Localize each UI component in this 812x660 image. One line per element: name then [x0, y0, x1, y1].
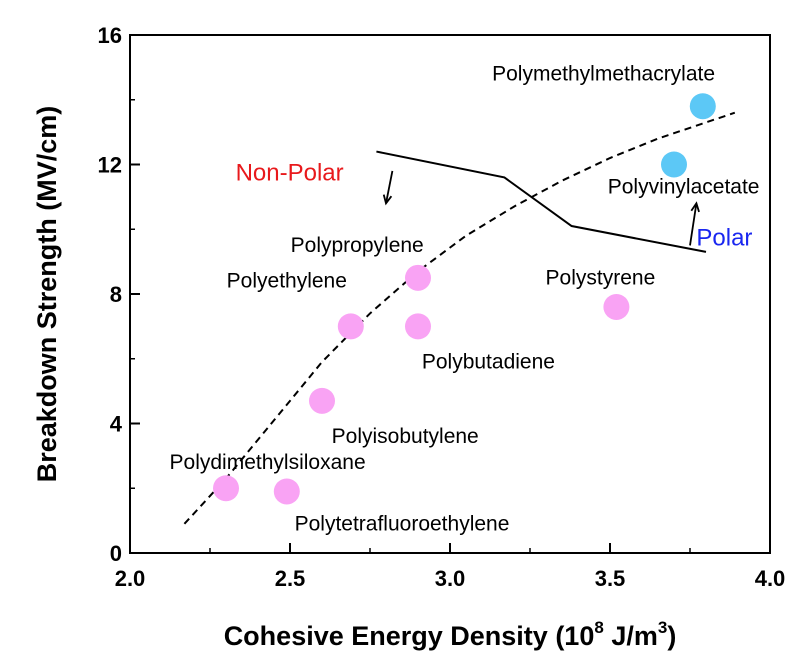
- point-label-polybutadiene: Polybutadiene: [422, 350, 555, 373]
- tick-labels: 2.0 2.5 3.0 3.5 4.0 0 4 8 12 16: [98, 23, 786, 591]
- point-label-polystyrene: Polystyrene: [546, 266, 656, 289]
- x-tick-label-3-5: 3.5: [595, 566, 626, 591]
- x-axis-title-open: (10: [555, 621, 594, 651]
- point-polytetrafluoroethylene: [273, 478, 300, 505]
- point-polybutadiene: [405, 313, 431, 340]
- x-axis-title-mid: J/m: [604, 621, 658, 651]
- x-axis-title: Cohesive Energy Density (108 J/m3): [224, 618, 677, 651]
- x-axis-title-main: Cohesive Energy Density: [224, 621, 556, 651]
- polar-boundary-line: [376, 150, 707, 253]
- x-tick-label-2-5: 2.5: [275, 566, 306, 591]
- point-polyisobutylene: [309, 387, 335, 414]
- y-tick-label-8: 8: [110, 282, 122, 307]
- point-polystyrene: [603, 293, 630, 320]
- non-polar-arrow: [385, 170, 394, 204]
- point-label-polytetrafluoroethylene: Polytetrafluoroethylene: [295, 512, 510, 535]
- polar-arrow: [689, 203, 698, 246]
- non-polar-label: Non-Polar: [236, 160, 344, 187]
- point-polypropylene: [405, 264, 431, 291]
- trend-line: [183, 111, 736, 525]
- x-tick-label-3-0: 3.0: [435, 566, 466, 591]
- point-label-polyvinylacetate: Polyvinylacetate: [608, 176, 760, 199]
- point-labels: Polymethylmethacrylate Polyvinylacetate Po…: [170, 62, 760, 535]
- x-axis-title-exp1: 8: [594, 618, 603, 637]
- lines: [183, 111, 736, 525]
- x-axis-title-exp2: 3: [658, 618, 667, 637]
- x-tick-label-4-0: 4.0: [755, 566, 786, 591]
- data-points: [213, 93, 716, 505]
- point-polymethylmethacrylate: [689, 93, 716, 120]
- point-label-polyethylene: Polyethylene: [227, 270, 347, 293]
- point-label-polypropylene: Polypropylene: [291, 234, 424, 257]
- annotations: Non-Polar Polar: [236, 160, 753, 252]
- y-tick-label-16: 16: [98, 23, 122, 48]
- y-tick-label-4: 4: [110, 412, 123, 437]
- point-polyvinylacetate: [661, 151, 687, 178]
- point-polyethylene: [337, 313, 364, 340]
- y-tick-label-12: 12: [98, 153, 122, 178]
- x-axis-title-close: ): [667, 621, 676, 651]
- y-tick-label-0: 0: [110, 541, 122, 566]
- tick-marks: [129, 34, 771, 554]
- point-label-polymethylmethacrylate: Polymethylmethacrylate: [492, 62, 715, 85]
- non-polar-arrow-head: [382, 194, 393, 206]
- point-label-polydimethylsiloxane: Polydimethylsiloxane: [170, 451, 366, 474]
- polar-arrow-head: [690, 201, 700, 213]
- point-polydimethylsiloxane: [213, 475, 239, 502]
- point-label-polyisobutylene: Polyisobutylene: [332, 425, 479, 448]
- x-tick-label-2-0: 2.0: [115, 566, 146, 591]
- polar-label: Polar: [696, 224, 752, 251]
- y-axis-title: Breakdown Strength (MV/cm): [32, 106, 62, 483]
